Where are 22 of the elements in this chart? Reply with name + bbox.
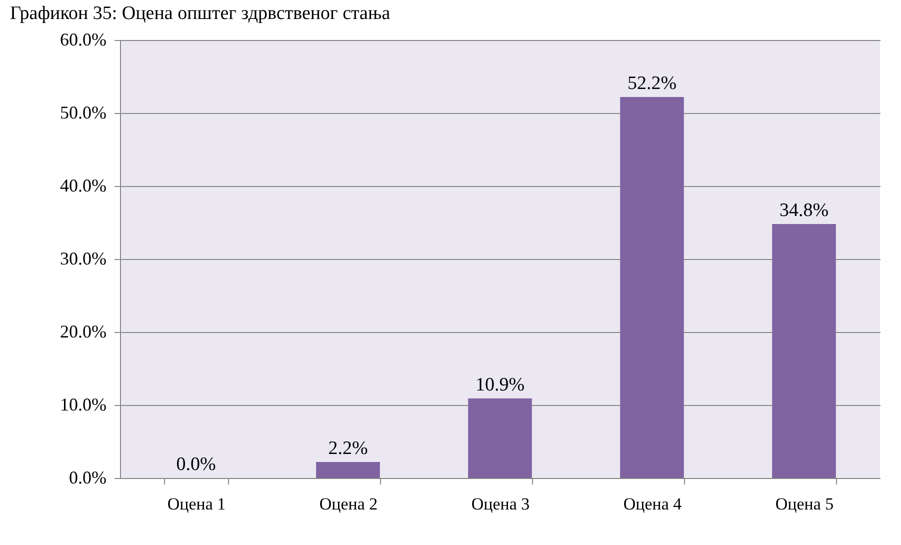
chart-title: Графикон 35: Оцена општег здрвственог стања: [10, 3, 391, 24]
y-tick-label: 60.0%: [60, 30, 106, 50]
y-tick-label: 10.0%: [60, 394, 106, 414]
y-tick-label: 50.0%: [60, 102, 106, 122]
y-tick-label: 40.0%: [60, 176, 106, 196]
x-tick-label: Оцена 2: [319, 494, 378, 514]
y-tick-label: 30.0%: [60, 248, 106, 268]
y-tick-label: 20.0%: [60, 322, 106, 342]
bar: [772, 224, 836, 478]
x-tick-label: Оцена 1: [167, 494, 226, 514]
data-label: 34.8%: [779, 200, 829, 221]
x-tick-label: Оцена 3: [471, 494, 530, 514]
data-label: 52.2%: [627, 72, 677, 94]
bar: [620, 96, 684, 478]
data-label: 2.2%: [328, 438, 368, 459]
y-tick-label: 0.0%: [69, 468, 106, 488]
data-label: 0.0%: [176, 454, 216, 475]
bar: [468, 398, 532, 478]
data-label: 10.9%: [475, 374, 525, 396]
bar: [316, 462, 380, 478]
x-tick-label: Оцена 5: [775, 494, 834, 514]
x-tick-label: Оцена 4: [623, 494, 682, 514]
